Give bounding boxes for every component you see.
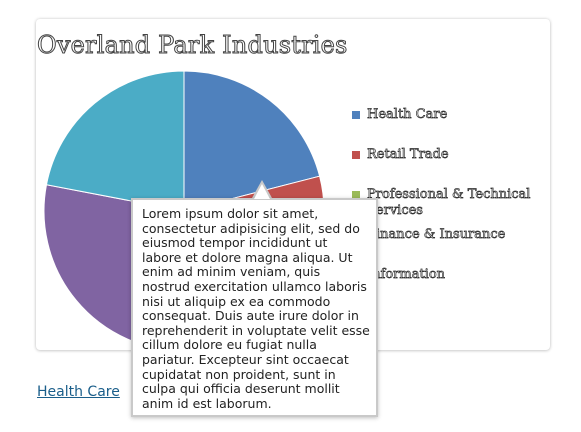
tooltip: Lorem ipsum dolor sit amet, consectetur …: [131, 198, 378, 418]
legend-label: Professional & Technical Services: [367, 187, 531, 219]
legend-swatch: [352, 151, 360, 159]
chart-title: Overland Park Industries: [37, 31, 348, 60]
pie-slice-health-care[interactable]: [183, 70, 321, 212]
health-care-link[interactable]: Health Care: [37, 384, 120, 400]
pie-slice-information[interactable]: [45, 70, 185, 212]
legend-swatch: [352, 111, 360, 119]
tooltip-caret-inner: [254, 184, 270, 199]
legend-label: Health Care: [367, 107, 448, 123]
legend-label: Finance & Insurance: [367, 227, 506, 243]
legend-label: Retail Trade: [367, 147, 449, 163]
legend-swatch: [352, 191, 360, 199]
legend-label: Information: [367, 267, 446, 283]
